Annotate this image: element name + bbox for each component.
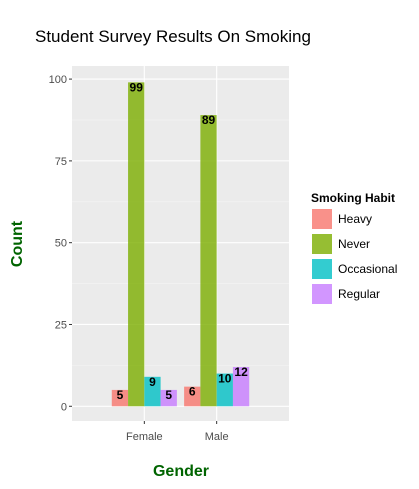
bar-value-label: 89: [202, 113, 216, 127]
x-tick-label: Female: [126, 431, 163, 443]
legend-label: Never: [338, 237, 370, 251]
bar: [200, 115, 217, 407]
bar-value-label: 10: [218, 372, 232, 386]
bar-value-label: 12: [234, 365, 248, 379]
bar-value-label: 99: [130, 80, 144, 94]
legend-label: Heavy: [338, 212, 372, 226]
plot-panel: [72, 66, 289, 421]
legend-key: [312, 284, 332, 304]
y-tick-label: 75: [55, 156, 67, 168]
bar: [144, 376, 161, 407]
legend: Smoking Habit Heavy Never Occasional Regula…: [311, 191, 397, 304]
x-tick-label: Male: [205, 431, 229, 443]
bar: [184, 386, 201, 407]
x-axis-title: Gender: [153, 463, 209, 480]
legend-label: Occasional: [338, 262, 397, 276]
y-tick-label: 25: [55, 319, 67, 331]
chart-title: Student Survey Results On Smoking: [35, 27, 311, 46]
bar-value-label: 6: [189, 385, 196, 399]
y-axis-ticks: 0 25 50 75 100: [49, 74, 72, 413]
bar: [111, 389, 129, 407]
bar: [160, 389, 177, 407]
bar: [128, 82, 145, 407]
y-tick-label: 100: [49, 74, 67, 86]
legend-label: Regular: [338, 287, 380, 301]
bar: [232, 367, 250, 407]
legend-key: [312, 259, 332, 279]
y-tick-label: 0: [61, 401, 67, 413]
bar-value-label: 5: [117, 388, 124, 402]
grid-minor: [72, 119, 289, 366]
y-tick-label: 50: [55, 238, 67, 250]
bar-value-label: 5: [165, 388, 172, 402]
y-axis-title: Count: [9, 220, 26, 267]
legend-key: [312, 209, 332, 229]
x-axis-ticks: Female Male: [126, 421, 229, 443]
legend-items: Heavy Never Occasional Regular: [312, 209, 397, 304]
legend-key: [312, 234, 332, 254]
bar-value-label: 9: [149, 375, 156, 389]
legend-title: Smoking Habit: [311, 191, 395, 205]
bar: [216, 373, 233, 407]
bars: [111, 82, 250, 407]
